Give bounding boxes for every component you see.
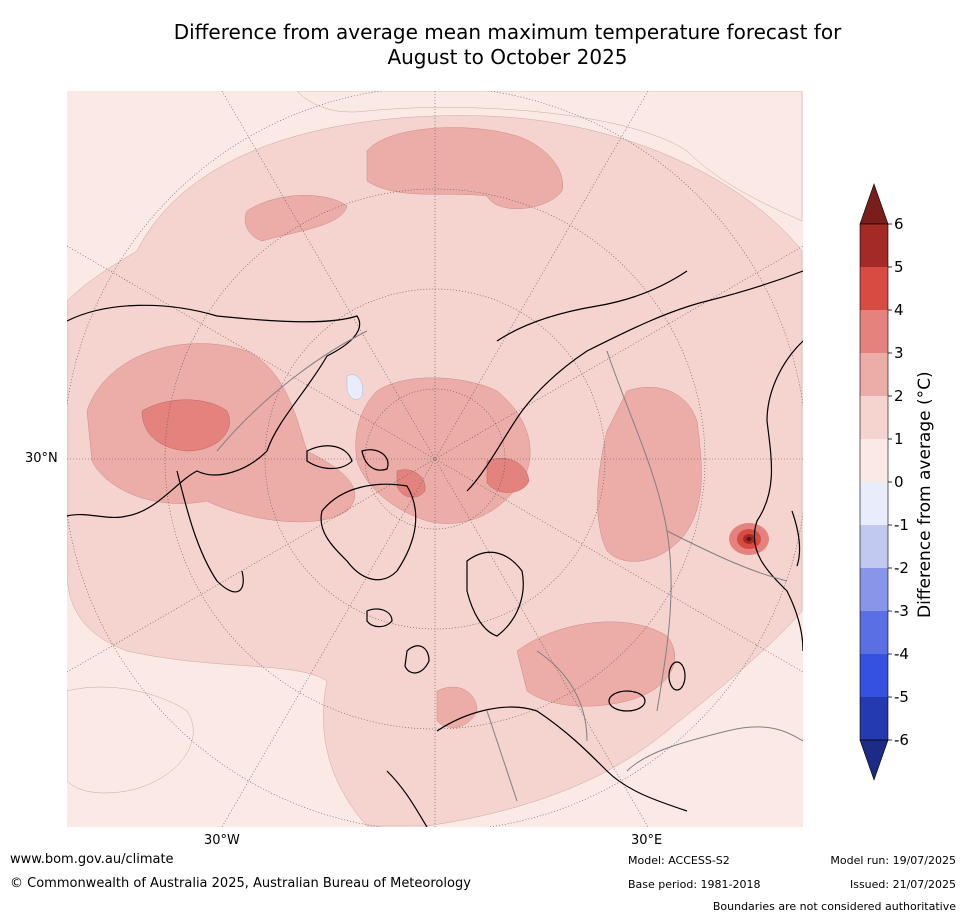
colorbar-swatch [860,568,888,611]
colorbar-tick-label: 1 [894,430,904,448]
map-title: Difference from average mean maximum tem… [60,20,955,70]
footer-base-period: Base period: 1981-2018 [628,878,761,891]
footer-issued: Issued: 21/07/2025 [849,878,956,891]
colorbar-swatch [860,267,888,310]
colorbar-swatch [860,697,888,740]
footer-model-run: Model run: 19/07/2025 [830,854,956,867]
country-boundaries [216,330,803,802]
footer-model: Model: ACCESS-S2 [628,854,730,867]
title-line-1: Difference from average mean maximum tem… [173,20,842,44]
colorbar-swatch [860,396,888,439]
title-line-2: August to October 2025 [387,45,628,69]
lat-label-30n: 30°N [25,451,58,466]
colorbar-tick-label: 2 [894,387,904,405]
colorbar-swatch [860,439,888,482]
colorbar-tick-label: -4 [894,645,909,663]
anomaly-hotspot [729,523,769,555]
lon-label-30w: 30°W [204,833,240,848]
footer-copyright: © Commonwealth of Australia 2025, Austra… [10,876,471,891]
colorbar-tick-label: 3 [894,344,904,362]
colorbar-tick-label: -5 [894,688,909,706]
colorbar-swatch [860,611,888,654]
colorbar-tick-label: -3 [894,602,909,620]
colorbar-extend-min [859,739,889,781]
colorbar-extend-max [859,183,889,225]
colorbar: 6 5 4 3 2 1 0 -1 -2 -3 -4 -5 -6 [859,183,909,781]
colorbar-tick-label: 6 [894,215,904,233]
colorbar-swatch [860,654,888,697]
colorbar-swatch [860,525,888,568]
colorbar-tick-label: 0 [894,473,904,491]
colorbar-swatch [860,482,888,525]
colorbar-tick-label: -1 [894,516,909,534]
colorbar-tick-label: -6 [894,731,909,749]
anomaly-band-3-4 [141,399,530,498]
colorbar-title: Difference from average (°C) [915,371,935,618]
footer-disclaimer: Boundaries are not considered authoritat… [712,900,956,913]
colorbar-tick-label: 4 [894,301,904,319]
footer-website: www.bom.gov.au/climate [10,852,174,867]
forecast-map [67,91,803,827]
colorbar-swatch [860,353,888,396]
colorbar-swatch [860,310,888,353]
coastlines [67,270,803,827]
colorbar-swatch [860,224,888,267]
graticule [67,91,803,827]
colorbar-tick-label: 5 [894,258,904,276]
anomaly-band-minus1-0 [346,374,363,400]
lon-label-30e: 30°E [631,833,663,848]
map-canvas [67,91,803,827]
colorbar-tick-label: -2 [894,559,909,577]
